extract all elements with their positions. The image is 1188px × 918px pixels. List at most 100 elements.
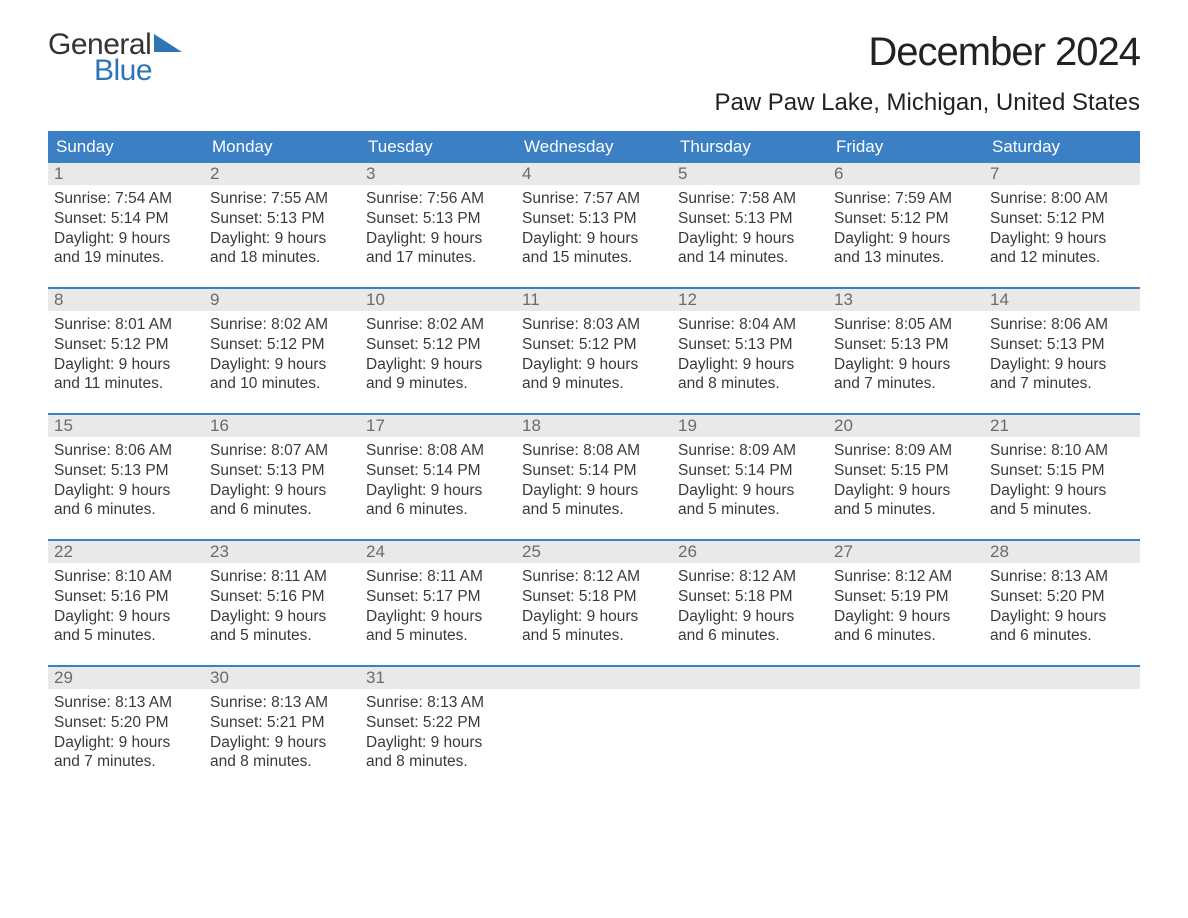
day-d1: Daylight: 9 hours [990,229,1134,249]
day-sunset: Sunset: 5:14 PM [678,461,822,481]
daynum-row: 8 [48,289,204,311]
daynum-row: 24 [360,541,516,563]
day-d1: Daylight: 9 hours [54,229,198,249]
day-d2: and 5 minutes. [54,626,198,646]
day-d2: and 8 minutes. [210,752,354,772]
day-sunset: Sunset: 5:13 PM [678,209,822,229]
day-sunrise: Sunrise: 7:57 AM [522,189,666,209]
day-number: 26 [678,542,697,561]
dow-row: Sunday Monday Tuesday Wednesday Thursday… [48,131,1140,163]
day-d2: and 6 minutes. [366,500,510,520]
day-cell: . [828,667,984,791]
day-sunrise: Sunrise: 8:12 AM [678,567,822,587]
day-d2: and 7 minutes. [54,752,198,772]
day-body: Sunrise: 8:06 AMSunset: 5:13 PMDaylight:… [984,311,1140,394]
day-d2: and 5 minutes. [678,500,822,520]
day-d1: Daylight: 9 hours [210,229,354,249]
day-sunset: Sunset: 5:13 PM [990,335,1134,355]
day-sunrise: Sunrise: 8:07 AM [210,441,354,461]
day-d2: and 6 minutes. [834,626,978,646]
weeks-container: 1Sunrise: 7:54 AMSunset: 5:14 PMDaylight… [48,163,1140,791]
day-d1: Daylight: 9 hours [210,607,354,627]
day-number: 15 [54,416,73,435]
week-row: 22Sunrise: 8:10 AMSunset: 5:16 PMDayligh… [48,539,1140,665]
daynum-row: . [672,667,828,689]
day-d2: and 9 minutes. [522,374,666,394]
daynum-row: 13 [828,289,984,311]
day-body: Sunrise: 8:12 AMSunset: 5:18 PMDaylight:… [516,563,672,646]
day-sunrise: Sunrise: 8:11 AM [210,567,354,587]
daynum-row: . [516,667,672,689]
day-d2: and 14 minutes. [678,248,822,268]
dow-saturday: Saturday [984,131,1140,163]
daynum-row: 28 [984,541,1140,563]
daynum-row: 30 [204,667,360,689]
daynum-row: 4 [516,163,672,185]
flag-icon [154,34,182,56]
day-d1: Daylight: 9 hours [210,355,354,375]
day-d2: and 12 minutes. [990,248,1134,268]
day-number: 9 [210,290,219,309]
daynum-row: . [828,667,984,689]
day-cell: 1Sunrise: 7:54 AMSunset: 5:14 PMDaylight… [48,163,204,287]
day-d1: Daylight: 9 hours [366,229,510,249]
day-sunrise: Sunrise: 7:56 AM [366,189,510,209]
day-body: Sunrise: 8:13 AMSunset: 5:21 PMDaylight:… [204,689,360,772]
daynum-row: 31 [360,667,516,689]
day-number: 17 [366,416,385,435]
day-d1: Daylight: 9 hours [522,229,666,249]
day-d2: and 5 minutes. [834,500,978,520]
daynum-row: . [984,667,1140,689]
day-sunrise: Sunrise: 8:10 AM [54,567,198,587]
week-row: 8Sunrise: 8:01 AMSunset: 5:12 PMDaylight… [48,287,1140,413]
day-d2: and 7 minutes. [990,374,1134,394]
day-sunset: Sunset: 5:19 PM [834,587,978,607]
daynum-row: 27 [828,541,984,563]
day-sunrise: Sunrise: 8:13 AM [54,693,198,713]
day-sunset: Sunset: 5:13 PM [54,461,198,481]
week-row: 15 Sunrise: 8:06 AMSunset: 5:13 PMDayligh… [48,413,1140,539]
day-body: Sunrise: 7:54 AMSunset: 5:14 PMDaylight:… [48,185,204,268]
dow-thursday: Thursday [672,131,828,163]
day-d1: Daylight: 9 hours [678,229,822,249]
day-d2: and 15 minutes. [522,248,666,268]
day-number: 7 [990,164,999,183]
day-d1: Daylight: 9 hours [990,481,1134,501]
day-sunrise: Sunrise: 7:55 AM [210,189,354,209]
logo-blue-text: Blue [94,56,182,86]
day-body: Sunrise: 8:05 AMSunset: 5:13 PMDaylight:… [828,311,984,394]
day-body: Sunrise: 8:06 AMSunset: 5:13 PMDaylight:… [48,437,204,520]
daynum-row: 25 [516,541,672,563]
day-sunset: Sunset: 5:15 PM [990,461,1134,481]
day-sunset: Sunset: 5:13 PM [366,209,510,229]
day-cell: 23Sunrise: 8:11 AMSunset: 5:16 PMDayligh… [204,541,360,665]
day-body: Sunrise: 8:01 AMSunset: 5:12 PMDaylight:… [48,311,204,394]
day-number: 18 [522,416,541,435]
day-body: Sunrise: 8:08 AMSunset: 5:14 PMDaylight:… [360,437,516,520]
daynum-row: 22 [48,541,204,563]
daynum-row: 23 [204,541,360,563]
day-number: 28 [990,542,1009,561]
day-cell: 3Sunrise: 7:56 AMSunset: 5:13 PMDaylight… [360,163,516,287]
dow-friday: Friday [828,131,984,163]
day-number: 5 [678,164,687,183]
day-sunset: Sunset: 5:13 PM [834,335,978,355]
day-number: 14 [990,290,1009,309]
day-body: Sunrise: 8:08 AMSunset: 5:14 PMDaylight:… [516,437,672,520]
day-sunrise: Sunrise: 8:00 AM [990,189,1134,209]
day-d2: and 10 minutes. [210,374,354,394]
daynum-row: 14 [984,289,1140,311]
day-number: 24 [366,542,385,561]
day-cell: 22Sunrise: 8:10 AMSunset: 5:16 PMDayligh… [48,541,204,665]
dow-monday: Monday [204,131,360,163]
day-cell: 13Sunrise: 8:05 AMSunset: 5:13 PMDayligh… [828,289,984,413]
day-number: 27 [834,542,853,561]
day-number: 19 [678,416,697,435]
day-d2: and 13 minutes. [834,248,978,268]
day-sunset: Sunset: 5:13 PM [522,209,666,229]
day-d1: Daylight: 9 hours [54,607,198,627]
day-d1: Daylight: 9 hours [990,607,1134,627]
day-cell: . [516,667,672,791]
day-d1: Daylight: 9 hours [522,355,666,375]
day-body: Sunrise: 7:55 AMSunset: 5:13 PMDaylight:… [204,185,360,268]
